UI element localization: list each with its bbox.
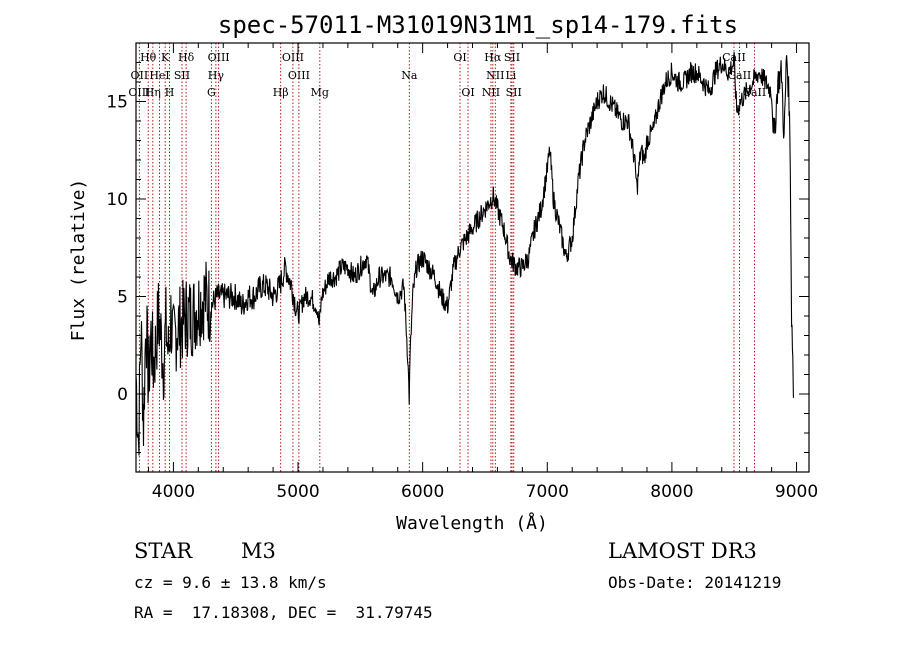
marker-label: OIII: [208, 51, 230, 64]
marker-label: OII: [131, 69, 149, 82]
x-tick-label: 9000: [775, 482, 818, 502]
marker-label: OIII: [282, 51, 304, 64]
x-tick-label: 5000: [276, 482, 319, 502]
marker-label: SII: [174, 69, 190, 82]
coordinates-readout: RA = 17.18308, DEC = 31.79745: [134, 603, 433, 622]
y-tick-label: 10: [106, 190, 128, 210]
marker-label: Hβ: [273, 86, 289, 99]
y-tick-label: 0: [117, 385, 128, 405]
spectrum-line: [135, 52, 794, 456]
marker-label: OIII: [288, 69, 310, 82]
x-tick-label: 8000: [650, 482, 693, 502]
y-tick-label: 5: [117, 288, 128, 308]
marker-label: K: [161, 51, 170, 64]
marker-label: OIII: [128, 86, 150, 99]
spectrum-chart: spec-57011-M31019N31M1_sp14-179.fits Hθ K…: [68, 11, 818, 534]
marker-label: Hγ: [208, 69, 225, 82]
marker-label: Hη: [145, 86, 161, 99]
marker-label: CaII: [728, 69, 752, 82]
marker-label: H: [165, 86, 175, 99]
marker-label: OI: [461, 86, 474, 99]
y-tick-label: 15: [106, 93, 128, 113]
marker-label: SII: [504, 51, 520, 64]
x-tick-label: 7000: [526, 482, 569, 502]
x-tick-label: 6000: [401, 482, 444, 502]
spectral-line-markers: [138, 43, 755, 472]
y-axis-label: Flux (relative): [68, 179, 89, 342]
redshift-readout: cz = 9.6 ± 13.8 km/s: [134, 573, 327, 592]
x-tick-label: 4000: [152, 482, 195, 502]
x-axis-label: Wavelength (Å): [396, 512, 548, 534]
marker-label: HeI: [149, 69, 169, 82]
marker-label: Hθ: [140, 51, 157, 64]
y-axis-ticks: 0 5 10 15: [106, 42, 809, 473]
marker-label: SII: [506, 86, 522, 99]
marker-label: Hδ: [178, 51, 195, 64]
marker-label: Hα: [484, 51, 502, 64]
x-axis-ticks: 4000 5000 6000 7000 8000 9000: [147, 43, 818, 502]
marker-label: NII: [486, 69, 504, 82]
plot-frame: [135, 42, 810, 473]
object-subclass: M3: [241, 539, 276, 563]
marker-label: Mg: [311, 86, 329, 99]
chart-title: spec-57011-M31019N31M1_sp14-179.fits: [218, 11, 738, 39]
object-class: STAR: [134, 539, 193, 563]
marker-label: Na: [401, 69, 418, 82]
marker-label: G: [207, 86, 216, 99]
survey-name: LAMOST DR3: [608, 539, 757, 563]
marker-label: Li: [505, 69, 516, 82]
observation-date: Obs-Date: 20141219: [608, 573, 782, 592]
marker-label: OI: [453, 51, 466, 64]
marker-label: NII: [482, 86, 500, 99]
